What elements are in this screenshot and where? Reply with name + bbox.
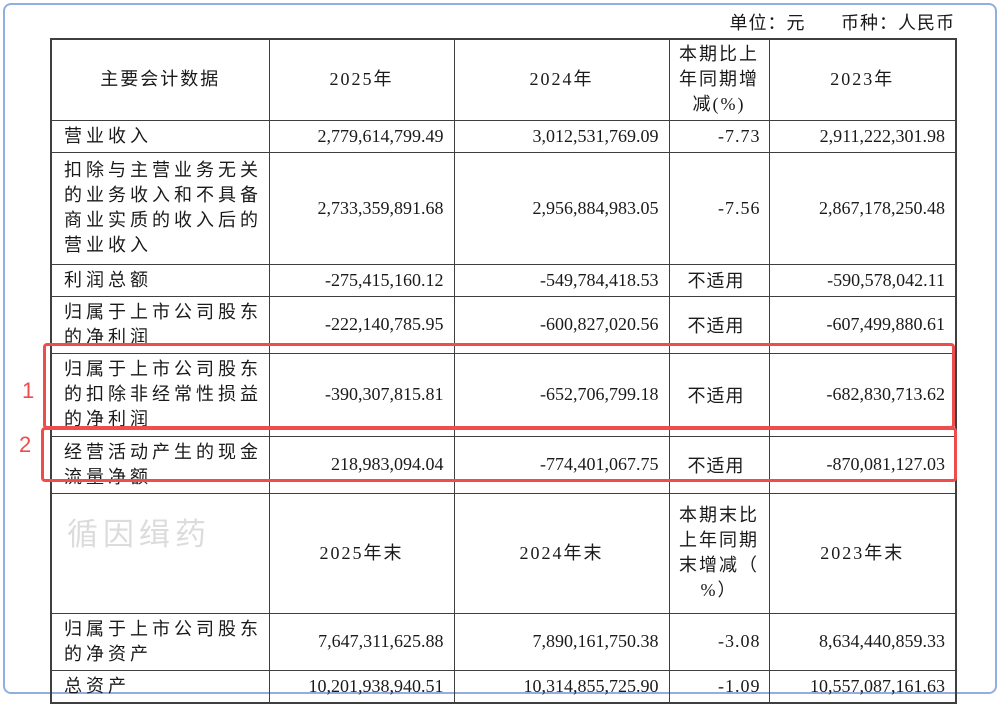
value-2024: 7,890,161,750.38 [453,612,670,671]
value-change: -7.73 [668,119,770,153]
header-2023-end: 2023年末 [768,492,957,614]
row-operating-cash-flow: 经营活动产生的现金流量净额 218,983,094.04 -774,401,06… [50,435,957,494]
value-2024: 10,314,855,725.90 [453,669,670,703]
value-2023: -607,499,880.61 [768,295,957,354]
value-2024: -652,706,799.18 [453,352,670,437]
value-2023: -590,578,042.11 [768,263,957,297]
row-label: 归属于上市公司股东的净利润 [50,295,270,354]
row-label: 营业收入 [50,119,270,153]
value-2025: 7,647,311,625.88 [268,612,455,671]
header-2024: 2024年 [453,38,670,121]
annotation-number-2: 2 [19,432,32,457]
value-2024: -549,784,418.53 [453,263,670,297]
annotation-number-1: 1 [22,378,35,403]
value-2023: 10,557,087,161.63 [768,669,957,703]
value-2025: 2,733,359,891.68 [268,151,455,265]
value-2025: -222,140,785.95 [268,295,455,354]
key-accounting-data-table: 主要会计数据 2025年 2024年 本期比上 年同期增 减(%) 2023年 … [50,38,957,704]
value-change: 不适用 [668,263,770,297]
value-2023: 2,911,222,301.98 [768,119,957,153]
table-header-row-period-end: 2025年末 2024年末 本期末比 上年同期 末增减（ %） 2023年末 [50,492,957,614]
header-watermark-cell [50,492,270,614]
value-2024: -600,827,020.56 [453,295,670,354]
row-net-profit-excl-nonrecurring: 归属于上市公司股东的扣除非经常性损益的净利润 -390,307,815.81 -… [50,352,957,437]
header-period-end-change: 本期末比 上年同期 末增减（ %） [668,492,770,614]
value-2023: 2,867,178,250.48 [768,151,957,265]
value-2023: -682,830,713.62 [768,352,957,437]
row-label: 归属于上市公司股东的净资产 [50,612,270,671]
value-2024: 2,956,884,983.05 [453,151,670,265]
header-2024-end: 2024年末 [453,492,670,614]
value-change: -7.56 [668,151,770,265]
value-change: 不适用 [668,352,770,437]
row-label: 经营活动产生的现金流量净额 [50,435,270,494]
value-2024: 3,012,531,769.09 [453,119,670,153]
value-2024: -774,401,067.75 [453,435,670,494]
row-net-profit-attributable: 归属于上市公司股东的净利润 -222,140,785.95 -600,827,0… [50,295,957,354]
value-2025: 2,779,614,799.49 [268,119,455,153]
value-2025: 10,201,938,940.51 [268,669,455,703]
value-2025: -390,307,815.81 [268,352,455,437]
value-2025: 218,983,094.04 [268,435,455,494]
row-total-assets: 总资产 10,201,938,940.51 10,314,855,725.90 … [50,669,957,703]
row-label: 扣除与主营业务无关的业务收入和不具备商业实质的收入后的营业收入 [50,151,270,265]
value-change: -1.09 [668,669,770,703]
header-2025-end: 2025年末 [268,492,455,614]
header-2025: 2025年 [268,38,455,121]
header-main-accounting-data: 主要会计数据 [50,38,270,121]
row-label: 归属于上市公司股东的扣除非经常性损益的净利润 [50,352,270,437]
row-operating-revenue: 营业收入 2,779,614,799.49 3,012,531,769.09 -… [50,119,957,153]
header-2023: 2023年 [768,38,957,121]
header-yoy-change: 本期比上 年同期增 减(%) [668,38,770,121]
value-change: -3.08 [668,612,770,671]
row-net-assets-attributable: 归属于上市公司股东的净资产 7,647,311,625.88 7,890,161… [50,612,957,671]
row-label: 利润总额 [50,263,270,297]
value-change: 不适用 [668,295,770,354]
unit-label: 单位：元 [729,13,806,33]
table-header-row-annual: 主要会计数据 2025年 2024年 本期比上 年同期增 减(%) 2023年 [50,38,957,121]
value-2023: -870,081,127.03 [768,435,957,494]
row-total-profit: 利润总额 -275,415,160.12 -549,784,418.53 不适用… [50,263,957,297]
row-revenue-after-deductions: 扣除与主营业务无关的业务收入和不具备商业实质的收入后的营业收入 2,733,35… [50,151,957,265]
row-label: 总资产 [50,669,270,703]
unit-currency-note: 单位：元 币种：人民币 [50,9,955,35]
value-change: 不适用 [668,435,770,494]
value-2023: 8,634,440,859.33 [768,612,957,671]
value-2025: -275,415,160.12 [268,263,455,297]
currency-label: 币种：人民币 [841,13,955,33]
